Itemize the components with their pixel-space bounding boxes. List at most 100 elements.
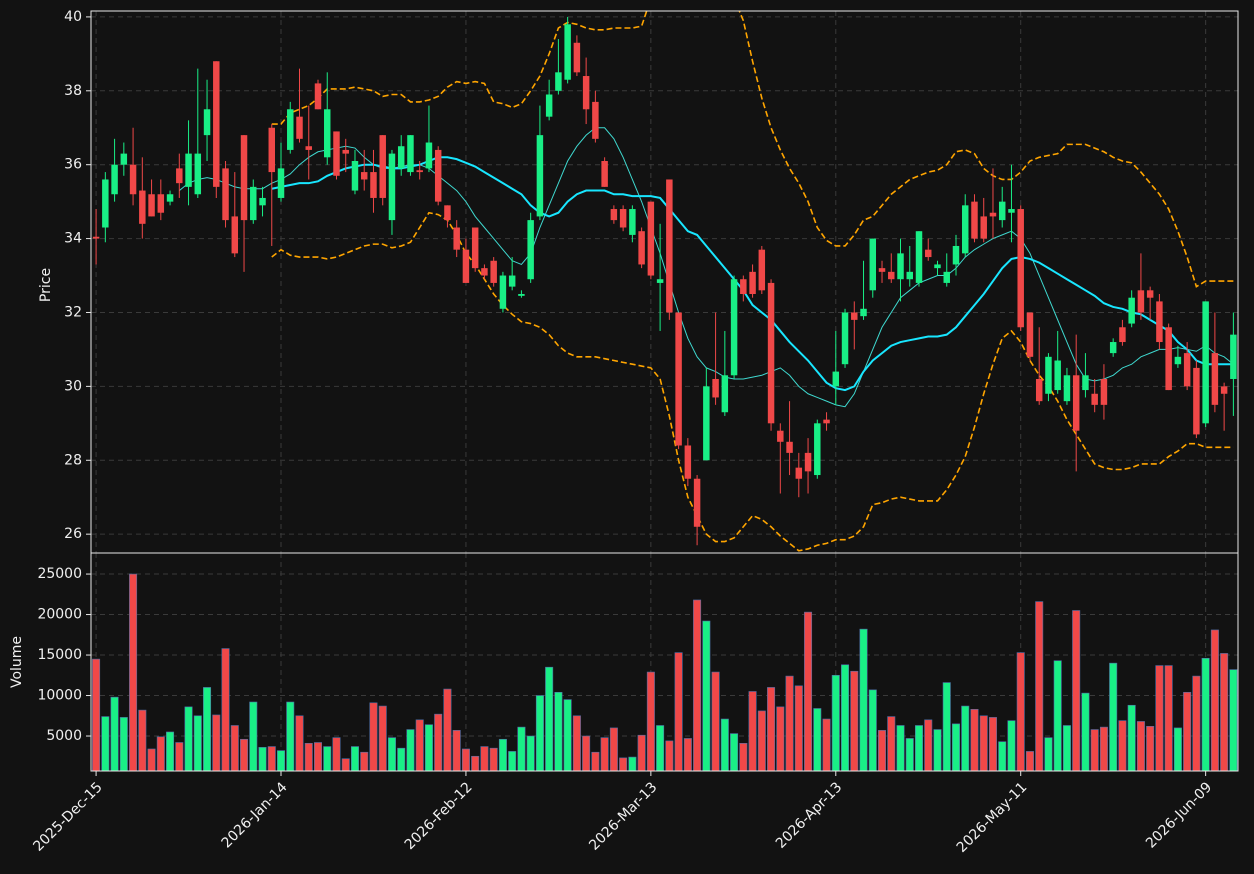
candle-body — [1100, 378, 1108, 405]
volume-bar — [203, 687, 212, 771]
volume-bar — [415, 719, 424, 771]
y-tick-label: 30 — [64, 378, 82, 394]
y-tick-label: 15000 — [37, 647, 82, 663]
candle-body — [758, 249, 766, 291]
candle-body — [370, 172, 377, 198]
candle-body — [693, 478, 701, 527]
volume-bar — [304, 743, 313, 771]
candle-body — [268, 127, 276, 173]
volume-bar — [1136, 721, 1145, 771]
volume-bar — [646, 671, 655, 771]
candle-body — [360, 172, 368, 180]
volume-bar — [628, 756, 637, 771]
volume-bar — [166, 731, 175, 771]
candle-body — [527, 220, 534, 280]
volume-bar — [313, 742, 322, 771]
volume-bar — [1155, 665, 1164, 771]
candle-body — [730, 279, 738, 376]
volume-bar — [924, 719, 933, 771]
volume-bar — [933, 729, 942, 771]
y-tick-label: 5000 — [46, 728, 82, 744]
candle-body — [434, 149, 442, 202]
volume-bar — [1072, 610, 1081, 771]
volume-bar — [110, 696, 119, 771]
volume-bar — [813, 708, 822, 771]
volume-bar — [1127, 704, 1136, 771]
volume-bar — [443, 688, 452, 771]
volume-bar — [1081, 692, 1090, 771]
volume-bar — [1173, 727, 1182, 771]
volume-bar — [887, 716, 896, 771]
volume-bar — [563, 699, 572, 771]
volume-bar — [517, 726, 526, 771]
candle-body — [952, 245, 960, 265]
volume-bar — [350, 746, 359, 771]
y-tick-label: 20000 — [37, 607, 82, 623]
candle-body — [166, 194, 174, 202]
candle-body — [287, 109, 294, 150]
candle-body — [832, 371, 840, 387]
volume-bar — [175, 742, 184, 771]
volume-bar — [720, 718, 729, 771]
candle-body — [740, 279, 747, 295]
volume-bar — [1192, 675, 1201, 771]
candle-body — [1054, 360, 1061, 391]
y-tick-label: 38 — [64, 83, 82, 99]
volume-bar — [637, 734, 646, 771]
candle-body — [1137, 290, 1145, 313]
candle-body — [804, 452, 812, 472]
volume-bar — [369, 702, 378, 771]
candle-body — [666, 179, 673, 313]
volume-bar — [785, 675, 794, 771]
candle-body — [1202, 301, 1209, 424]
volume-bar — [193, 715, 202, 771]
volume-bar — [831, 674, 840, 771]
candle-body — [721, 375, 729, 413]
volume-bar — [970, 708, 979, 771]
candle-body — [508, 275, 516, 287]
y-axis-label: Volume — [9, 636, 25, 688]
volume-bar — [1220, 653, 1229, 771]
candle-body — [333, 131, 340, 176]
volume-bar — [748, 691, 757, 771]
volume-bar — [147, 748, 156, 771]
candle-body — [453, 227, 460, 250]
candle-body — [1008, 209, 1015, 213]
volume-bar — [1146, 725, 1155, 771]
volume-bar — [1109, 662, 1118, 771]
candle-body — [1109, 342, 1117, 354]
volume-bar — [323, 746, 332, 771]
volume-bar — [101, 716, 110, 771]
candle-body — [92, 236, 100, 239]
panel: 26 28 30 32 34 36 38 40 — [64, 9, 1239, 554]
volume-bar — [1044, 737, 1053, 771]
candle-body — [767, 282, 775, 424]
candle-body — [934, 264, 941, 269]
candle-body — [601, 161, 608, 187]
candle-body — [1146, 290, 1154, 298]
candle-body — [425, 142, 433, 169]
volume-bar — [1201, 657, 1210, 771]
volume-bar — [1062, 725, 1071, 771]
candle-body — [906, 271, 913, 280]
candle-body — [314, 83, 322, 110]
volume-bar — [332, 737, 341, 771]
y-tick-label: 10000 — [37, 688, 82, 704]
y-tick-label: 36 — [64, 157, 82, 173]
volume-bar — [1007, 720, 1016, 771]
candle-body — [915, 231, 923, 283]
volume-bar — [406, 729, 415, 771]
volume-bar — [277, 750, 286, 771]
volume-bar — [868, 689, 877, 771]
y-tick-label: 34 — [64, 231, 82, 247]
candle-body — [777, 430, 784, 442]
volume-bar — [138, 709, 147, 771]
volume-bar — [702, 620, 711, 771]
volume-bar — [572, 715, 581, 771]
y-tick-label: 32 — [64, 304, 82, 320]
volume-bar — [915, 725, 924, 771]
volume-bar — [794, 685, 803, 771]
volume-bar — [341, 758, 350, 771]
volume-bar — [998, 741, 1007, 771]
volume-bar — [480, 746, 489, 771]
